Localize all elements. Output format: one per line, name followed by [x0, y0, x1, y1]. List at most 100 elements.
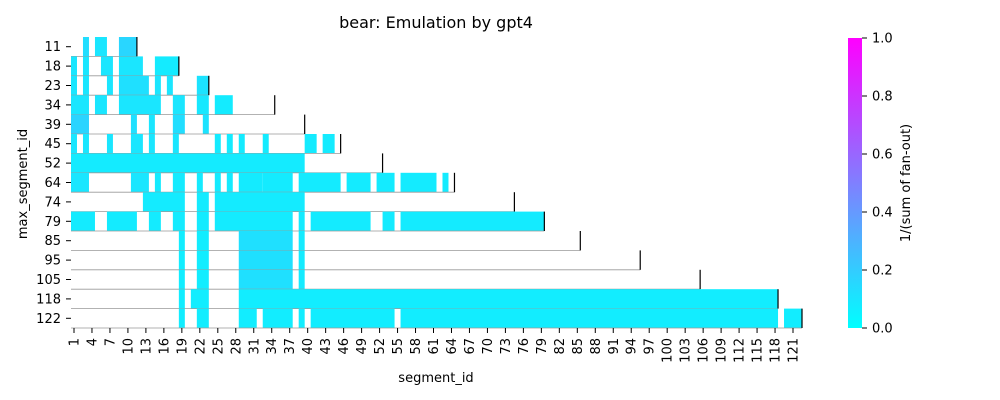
- heatmap-cell: [262, 134, 269, 154]
- heatmap-cell: [178, 289, 185, 309]
- x-tick-label: 97: [643, 338, 658, 355]
- heatmap-cell: [298, 211, 305, 231]
- heatmap-cell: [82, 56, 89, 76]
- heatmap-cell: [71, 114, 89, 134]
- y-axis: 11 18 23 34 39 45 52 64 74 79 85 95 105 118 122: [36, 40, 71, 327]
- x-tick-label: 76: [517, 338, 532, 355]
- heatmap-cell: [71, 211, 95, 231]
- x-tick-label: 112: [733, 338, 748, 363]
- heatmap-cell: [400, 211, 545, 231]
- colorbar-label: 1/(sum of fan-out): [899, 124, 914, 242]
- x-tick-label: 49: [355, 338, 370, 355]
- heatmap-cell: [166, 75, 173, 96]
- x-tick-label: 106: [697, 338, 712, 363]
- heatmap-cell: [190, 289, 209, 309]
- heatmap-cell: [400, 172, 437, 193]
- heatmap-cell: [214, 95, 233, 115]
- y-tick-label: 74: [44, 195, 61, 210]
- y-tick-label: 52: [44, 157, 61, 172]
- x-tick-label: 70: [481, 338, 496, 355]
- heatmap-cell: [196, 231, 209, 251]
- y-tick-label: 39: [44, 118, 61, 133]
- y-tick-label: 34: [44, 98, 61, 113]
- heatmap-cell: [196, 269, 209, 290]
- y-tick-label: 105: [36, 273, 61, 288]
- x-tick-label: 13: [139, 338, 154, 355]
- x-tick-label: 91: [607, 338, 622, 355]
- x-tick-label: 121: [787, 338, 802, 363]
- x-tick-label: 25: [211, 338, 226, 355]
- heatmap-cell: [196, 192, 209, 212]
- heatmap-cell: [784, 308, 802, 328]
- heatmap-cell: [238, 134, 245, 154]
- x-tick-label: 34: [265, 338, 280, 355]
- heatmap-cell: [382, 211, 395, 231]
- heatmap-cell: [154, 75, 161, 96]
- heatmap-cell: [106, 211, 137, 231]
- heatmap-cell: [118, 75, 149, 96]
- heatmap-cell: [196, 75, 209, 96]
- heatmap-cell: [310, 211, 371, 231]
- x-tick-label: 115: [751, 338, 766, 363]
- heatmap-cell: [400, 308, 779, 328]
- heatmap-cell: [71, 134, 77, 154]
- heatmap-cell: [238, 172, 263, 193]
- heatmap-cell: [94, 37, 107, 57]
- heatmap-cell: [172, 95, 185, 115]
- x-tick-label: 28: [229, 338, 244, 355]
- heatmap-cell: [298, 269, 305, 290]
- x-tick-label: 19: [175, 338, 190, 355]
- heatmap-cell: [100, 56, 113, 76]
- heatmap-cell: [82, 37, 89, 57]
- heatmap-cell: [202, 114, 209, 134]
- x-tick-label: 103: [679, 338, 694, 363]
- y-tick-label: 18: [44, 60, 61, 75]
- x-tick-label: 22: [193, 338, 208, 355]
- heatmap-cell: [262, 172, 293, 193]
- heatmap-cell: [346, 172, 371, 193]
- heatmap-cell: [238, 308, 257, 328]
- x-tick-label: 10: [121, 338, 136, 355]
- y-tick-label: 118: [36, 292, 61, 307]
- heatmap-cell: [304, 134, 317, 154]
- x-tick-label: 37: [283, 338, 298, 355]
- x-tick-label: 85: [571, 338, 586, 355]
- x-tick-label: 43: [319, 338, 334, 355]
- colorbar-tick-label: 1.0: [872, 32, 893, 47]
- heatmap-cell: [154, 172, 161, 193]
- x-tick-label: 94: [625, 338, 640, 355]
- y-tick-label: 79: [44, 215, 61, 230]
- colorbar-tick-label: 0.0: [872, 322, 893, 337]
- heatmap-cell: [172, 211, 185, 231]
- heatmap-cell: [178, 250, 185, 270]
- heatmap-cell: [71, 56, 77, 76]
- heatmap-cell: [196, 95, 209, 115]
- heatmap-cell: [442, 172, 449, 193]
- x-tick-label: 40: [301, 338, 316, 355]
- colorbar-tick-label: 0.4: [872, 206, 893, 221]
- heatmap-cell: [154, 56, 179, 76]
- heatmap-cell: [71, 75, 77, 96]
- x-tick-label: 16: [157, 338, 172, 355]
- x-tick-label: 67: [463, 338, 478, 355]
- heatmap-cell: [118, 95, 161, 115]
- heatmap-cell: [298, 308, 305, 328]
- heatmap-cell: [148, 114, 155, 134]
- heatmap-cell: [178, 269, 185, 290]
- y-tick-label: 45: [44, 137, 61, 152]
- heatmap-cell: [118, 56, 143, 76]
- x-tick-label: 64: [445, 338, 460, 355]
- x-tick-label: 4: [85, 338, 100, 346]
- heatmap-cell: [172, 172, 185, 193]
- chart-title: bear: Emulation by gpt4: [339, 13, 533, 32]
- heatmap-cell: [196, 250, 209, 270]
- heatmap-cell: [196, 308, 209, 328]
- x-tick-label: 31: [247, 338, 262, 355]
- y-tick-label: 95: [44, 254, 61, 269]
- x-axis: 1 4 7 10 13 16 19 22 25 28 31 34 37 40 43 46 49 52 55 58 61 6…: [68, 328, 802, 363]
- heatmap-cell: [118, 37, 137, 57]
- x-tick-label: 73: [499, 338, 514, 355]
- heatmap-cell: [142, 192, 185, 212]
- heatmap-cell: [106, 75, 113, 96]
- heatmap-cell: [148, 211, 161, 231]
